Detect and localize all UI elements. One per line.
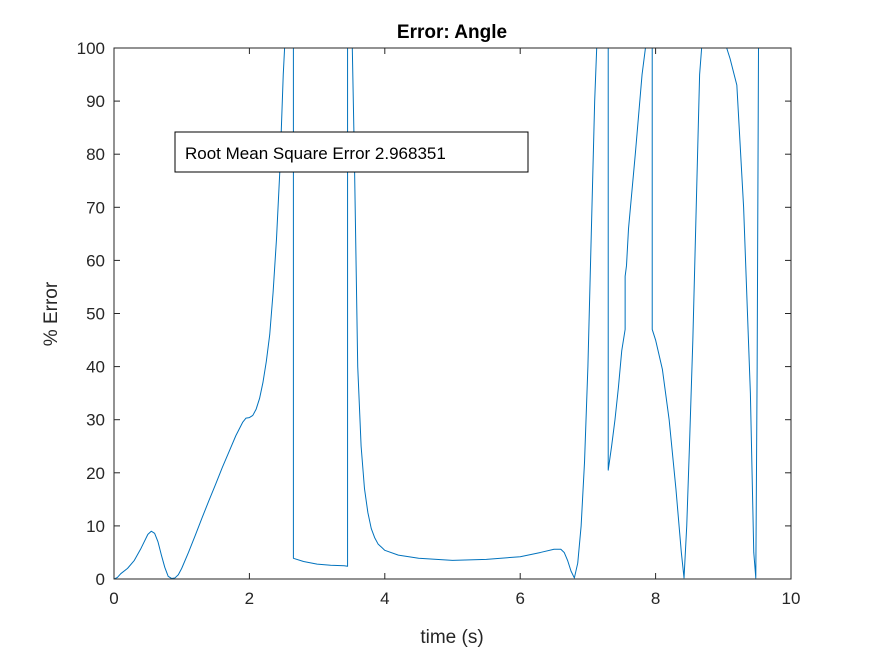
y-tick-label: 10 xyxy=(86,517,105,536)
y-tick-label: 80 xyxy=(86,145,105,164)
y-tick-label: 0 xyxy=(96,570,105,589)
x-axis-label: time (s) xyxy=(420,627,483,648)
annotation-text: Root Mean Square Error 2.968351 xyxy=(185,144,446,163)
series-line-1 xyxy=(114,48,759,579)
y-tick-label: 100 xyxy=(77,39,105,58)
plot-area xyxy=(114,48,791,579)
y-axis-label: % Error xyxy=(41,281,62,346)
y-axis-ticks: 0 10 20 30 40 50 60 70 80 90 100 xyxy=(77,39,791,589)
x-tick-label: 2 xyxy=(245,589,254,608)
x-tick-label: 10 xyxy=(782,589,801,608)
y-tick-label: 40 xyxy=(86,358,105,377)
y-tick-label: 90 xyxy=(86,92,105,111)
annotation-box xyxy=(174,131,529,173)
chart-title: Error: Angle xyxy=(397,22,507,43)
x-axis-ticks: 0 2 4 6 8 10 xyxy=(109,48,800,608)
series-layer xyxy=(114,48,759,579)
x-tick-label: 8 xyxy=(651,589,660,608)
x-tick-label: 0 xyxy=(109,589,118,608)
x-tick-label: 6 xyxy=(515,589,524,608)
x-tick-label: 4 xyxy=(380,589,389,608)
y-tick-label: 20 xyxy=(86,464,105,483)
y-tick-label: 70 xyxy=(86,198,105,217)
y-tick-label: 30 xyxy=(86,411,105,430)
y-tick-label: 60 xyxy=(86,251,105,270)
y-tick-label: 50 xyxy=(86,305,105,324)
